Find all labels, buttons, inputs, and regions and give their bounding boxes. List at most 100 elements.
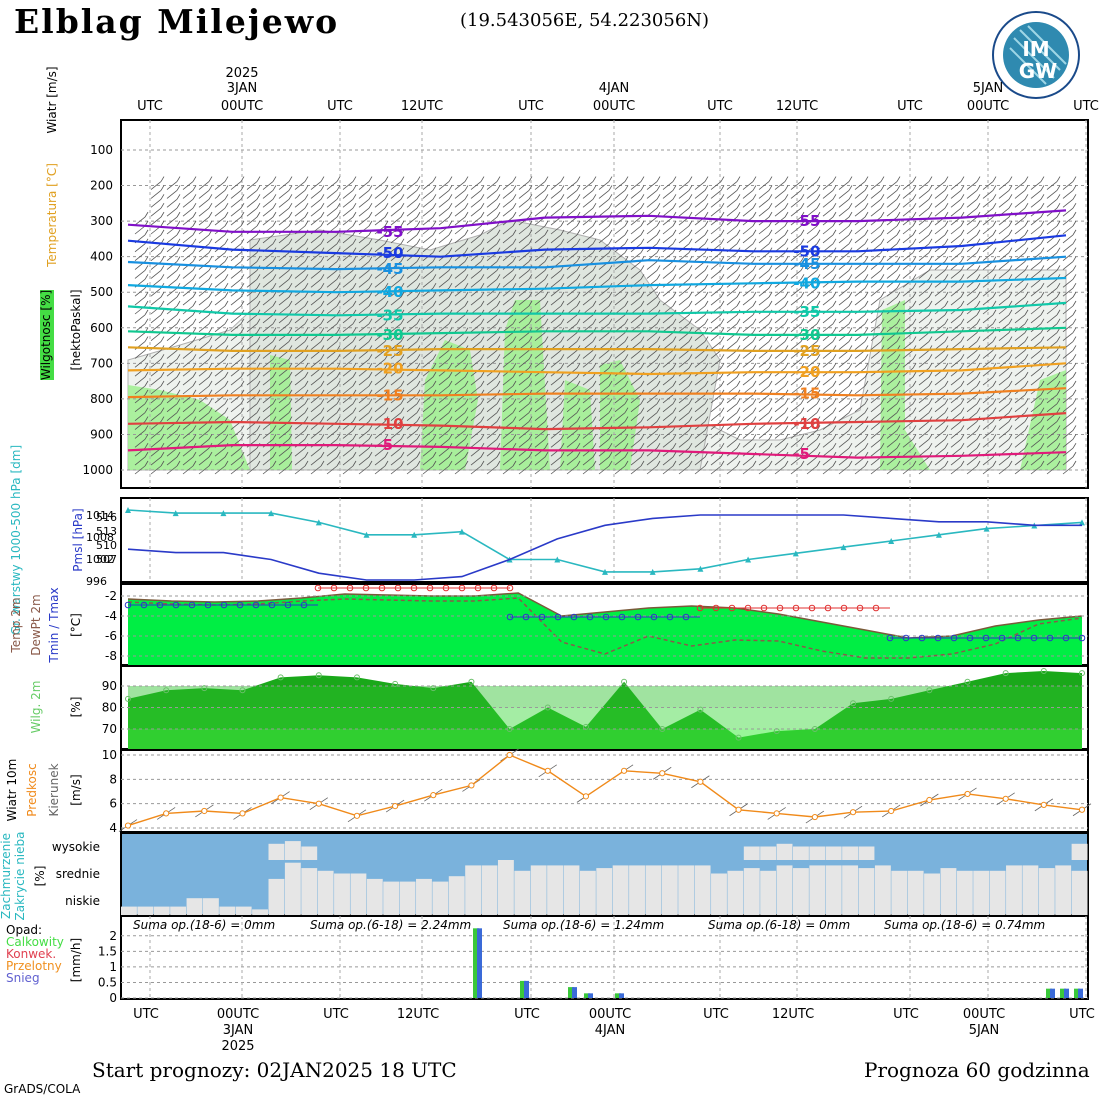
wind-barb-feather xyxy=(976,434,981,440)
wind-barb-feather xyxy=(768,274,773,280)
wind-barb-feather xyxy=(448,238,453,244)
wind-barb-feather xyxy=(816,363,821,369)
wind-barb xyxy=(758,287,770,297)
wind-barb-feather xyxy=(704,229,709,236)
wind-barb xyxy=(326,190,338,199)
wind-barb-feather xyxy=(144,354,149,360)
wind-barb-feather xyxy=(272,345,277,351)
wind-barb-feather xyxy=(496,371,501,378)
wind-barb-feather xyxy=(160,380,165,387)
geopotential-marker xyxy=(315,519,322,526)
wind-barb xyxy=(694,270,706,279)
wind-barb xyxy=(806,296,818,306)
cloud-bar xyxy=(1022,865,1039,887)
wind-barb-feather xyxy=(928,256,933,262)
wind-barb xyxy=(630,359,642,368)
wind-barb-feather xyxy=(912,300,917,307)
isotherm-line xyxy=(127,444,1067,459)
wind-barb xyxy=(870,323,882,333)
wind-barb-feather xyxy=(176,256,181,262)
wind-barb-feather xyxy=(416,220,421,227)
wind-barb-feather xyxy=(352,327,357,333)
wind-barb-feather xyxy=(224,380,229,387)
wind-barb xyxy=(678,465,690,475)
wind-barb xyxy=(246,296,258,306)
wind-barb xyxy=(390,199,402,208)
wind-barb-feather xyxy=(304,238,309,244)
wind-barb xyxy=(1062,376,1074,386)
top-date-label: 5JAN xyxy=(973,81,1004,96)
wind-barb-feather xyxy=(720,256,725,262)
wind-barb-feather xyxy=(1072,389,1077,396)
wind-barb-feather xyxy=(512,443,517,449)
geopotential-marker xyxy=(983,525,990,532)
wind-barb xyxy=(134,359,146,368)
wind-barb-feather xyxy=(544,451,549,458)
wind-barb xyxy=(902,270,914,279)
wind-barb xyxy=(598,270,610,279)
wind-barb-feather xyxy=(1056,354,1061,360)
wind-barb xyxy=(694,199,706,208)
wind-barb-feather xyxy=(928,443,933,449)
wind-barb xyxy=(726,270,738,279)
wind-barb-feather xyxy=(976,247,981,253)
wind-barb-feather xyxy=(368,176,373,182)
wind-barb-feather xyxy=(576,256,581,262)
wind-barb-feather xyxy=(1040,389,1045,396)
wind-barb-feather xyxy=(432,291,437,298)
wind-barb-feather xyxy=(192,185,197,191)
wind-barb xyxy=(614,430,626,439)
wind-barb xyxy=(918,447,930,457)
wind-barb xyxy=(790,252,802,261)
wind-barb xyxy=(390,323,402,333)
wind-barb-feather xyxy=(272,194,277,200)
wind-barb xyxy=(726,181,738,190)
wind-barb xyxy=(198,412,210,421)
wind-barb-feather xyxy=(784,425,789,431)
wind-barb xyxy=(294,181,306,190)
wind-barb xyxy=(150,385,162,395)
wind-barb-feather xyxy=(256,318,261,324)
dewpoint-line xyxy=(127,597,1083,659)
wind-barb xyxy=(614,225,626,235)
wind-barb-feather xyxy=(400,398,405,404)
wind-barb-feather xyxy=(320,256,325,262)
wind-barb xyxy=(1014,332,1026,341)
wind-barb-feather xyxy=(832,354,837,360)
wind-barb xyxy=(662,207,674,217)
wind-barb xyxy=(614,216,626,226)
wind-barb-feather xyxy=(320,371,325,378)
wind-barb-feather xyxy=(1056,291,1061,298)
wind-barb xyxy=(166,234,178,244)
wind-barb xyxy=(470,216,482,226)
wind-barb-feather xyxy=(544,185,549,191)
wind-barb xyxy=(918,403,930,413)
wind-barb-feather xyxy=(896,291,901,298)
wind-barb-feather xyxy=(160,229,165,236)
wind-barb xyxy=(918,439,930,448)
wind-speed-marker xyxy=(697,778,704,785)
wind-barb xyxy=(198,385,210,395)
wind-barb-feather xyxy=(336,416,341,422)
wind-barb-feather xyxy=(624,194,629,200)
wind-barb-feather xyxy=(816,211,821,218)
wind-barb xyxy=(838,199,850,208)
wind-barb-feather xyxy=(208,451,213,458)
wind-barb-feather xyxy=(288,238,293,244)
wind-barb-feather xyxy=(240,389,245,396)
wind-barb xyxy=(854,296,866,306)
wind-barb-feather xyxy=(496,274,501,280)
wind-barb xyxy=(262,181,274,190)
wind-barb-feather xyxy=(976,220,981,227)
wind-barb-feather xyxy=(768,460,773,467)
wind-barb xyxy=(342,181,354,190)
humidity-label: Wilg. 2m xyxy=(29,681,43,734)
wind-barb-feather xyxy=(784,176,789,182)
wind-barb xyxy=(662,261,674,270)
upper-ytick-label: 900 xyxy=(90,427,113,441)
wind-barb-feather xyxy=(160,416,165,422)
wind-barb xyxy=(742,430,754,439)
wind-barb-feather xyxy=(320,407,325,413)
wind-barb-feather xyxy=(720,354,725,360)
wind-barb xyxy=(694,323,706,333)
